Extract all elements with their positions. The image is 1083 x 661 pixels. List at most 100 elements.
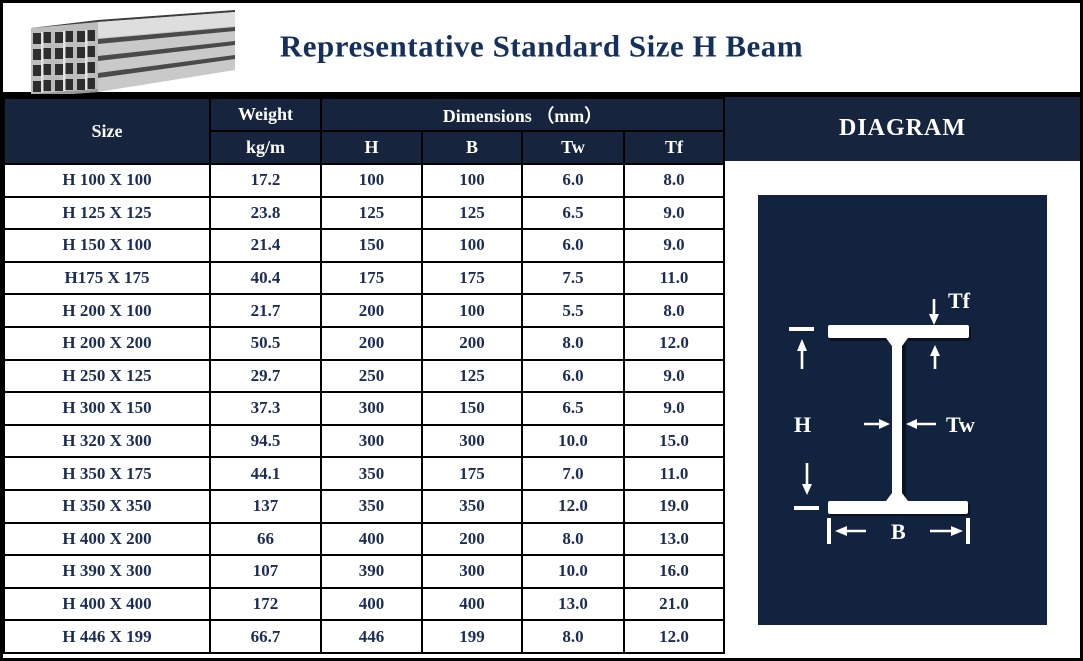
diagram-panel: Tf H Tw [758,195,1047,625]
diagram-label-h: H [794,412,811,437]
cell-tw: 6.5 [521,195,625,231]
cell-weight: 66.7 [209,619,322,654]
cell-h: 125 [320,195,423,231]
cell-tw: 12.0 [521,488,625,524]
cell-tf: 21.0 [622,586,726,622]
cell-h: 250 [320,358,423,394]
page-header: Representative Standard Size H Beam [3,3,1080,97]
table-row: H 250 X 125 29.7 250 125 6.0 9.0 [3,358,726,394]
column-header-tw: Tw [521,130,625,165]
cell-weight: 66 [209,521,322,557]
cell-weight: 137 [209,488,322,524]
column-header-tf: Tf [622,130,726,165]
cell-h: 175 [320,260,423,296]
cell-tf: 15.0 [622,423,726,459]
cell-tw: 10.0 [521,554,625,589]
cell-tf: 8.0 [622,293,726,328]
cell-size: H 100 X 100 [3,163,211,198]
cell-tf: 12.0 [622,619,726,654]
cell-b: 100 [421,228,523,263]
table-body: H 100 X 100 17.2 100 100 6.0 8.0 H 125 X 125 23… [3,163,726,654]
cell-tf: 9.0 [622,358,726,394]
cell-tf: 11.0 [622,456,726,491]
cell-b: 200 [421,521,523,557]
cell-b: 150 [421,391,523,426]
cell-tw: 6.5 [521,391,625,426]
cell-h: 400 [320,586,423,622]
cell-weight: 50.5 [209,325,322,361]
cell-size: H 390 X 300 [3,554,211,589]
cell-tf: 13.0 [622,521,726,557]
cell-b: 125 [421,358,523,394]
cell-size: H 400 X 200 [3,521,211,557]
cell-b: 125 [421,195,523,231]
cell-h: 350 [320,488,423,524]
cell-b: 199 [421,619,523,654]
column-header-size: Size [3,97,211,165]
cell-size: H 446 X 199 [3,619,211,654]
cell-tw: 6.0 [521,358,625,394]
cell-weight: 172 [209,586,322,622]
cell-tf: 16.0 [622,554,726,589]
cell-h: 350 [320,456,423,491]
cell-tf: 9.0 [622,228,726,263]
table-row: H 200 X 200 50.5 200 200 8.0 12.0 [3,325,726,361]
table-row: H175 X 175 40.4 175 175 7.5 11.0 [3,260,726,296]
cell-tw: 7.5 [521,260,625,296]
cell-size: H 150 X 100 [3,228,211,263]
cell-h: 300 [320,391,423,426]
cell-tw: 8.0 [521,619,625,654]
page-title: Representative Standard Size H Beam [279,28,804,64]
cell-weight: 21.4 [209,228,322,263]
cell-b: 175 [421,456,523,491]
cell-tw: 7.0 [521,456,625,491]
cell-weight: 40.4 [209,260,322,296]
table-row: H 200 X 100 21.7 200 100 5.5 8.0 [3,293,726,328]
table-row: H 350 X 350 137 350 350 12.0 19.0 [3,488,726,524]
table-row: H 125 X 125 23.8 125 125 6.5 9.0 [3,195,726,231]
table-row: H 320 X 300 94.5 300 300 10.0 15.0 [3,423,726,459]
h-beam-bundle-image [31,10,235,94]
column-header-h: H [320,130,423,165]
table-row: H 300 X 150 37.3 300 150 6.5 9.0 [3,391,726,426]
cell-b: 400 [421,586,523,622]
cell-tf: 19.0 [622,488,726,524]
cell-tw: 13.0 [521,586,625,622]
cell-weight: 17.2 [209,163,322,198]
cell-h: 150 [320,228,423,263]
cell-size: H 300 X 150 [3,391,211,426]
diagram-title: DIAGRAM [725,97,1080,161]
table-row: H 100 X 100 17.2 100 100 6.0 8.0 [3,163,726,198]
cell-b: 175 [421,260,523,296]
table-row: H 400 X 400 172 400 400 13.0 21.0 [3,586,726,622]
cell-tw: 6.0 [521,163,625,198]
cell-tf: 9.0 [622,391,726,426]
content-area: Size Weight Dimensions （mm） kg/m H B Tw … [3,97,1080,654]
cell-size: H 250 X 125 [3,358,211,394]
cell-tw: 10.0 [521,423,625,459]
cell-b: 300 [421,423,523,459]
table-row: H 150 X 100 21.4 150 100 6.0 9.0 [3,228,726,263]
column-header-kgm: kg/m [209,130,322,165]
cell-weight: 94.5 [209,423,322,459]
table-row: H 390 X 300 107 390 300 10.0 16.0 [3,554,726,589]
cell-b: 100 [421,163,523,198]
cell-b: 300 [421,554,523,589]
table-header: Size Weight Dimensions （mm） kg/m H B Tw … [3,97,726,165]
cell-weight: 29.7 [209,358,322,394]
cell-size: H 320 X 300 [3,423,211,459]
diagram-label-b: B [891,519,906,544]
cell-size: H175 X 175 [3,260,211,296]
cell-h: 300 [320,423,423,459]
cell-size: H 200 X 100 [3,293,211,328]
cell-b: 200 [421,325,523,361]
cell-h: 446 [320,619,423,654]
cell-size: H 350 X 175 [3,456,211,491]
cell-size: H 125 X 125 [3,195,211,231]
cell-weight: 21.7 [209,293,322,328]
cell-h: 200 [320,293,423,328]
cell-tw: 5.5 [521,293,625,328]
cell-tf: 12.0 [622,325,726,361]
table-row: H 446 X 199 66.7 446 199 8.0 12.0 [3,619,726,654]
cell-tw: 8.0 [521,521,625,557]
